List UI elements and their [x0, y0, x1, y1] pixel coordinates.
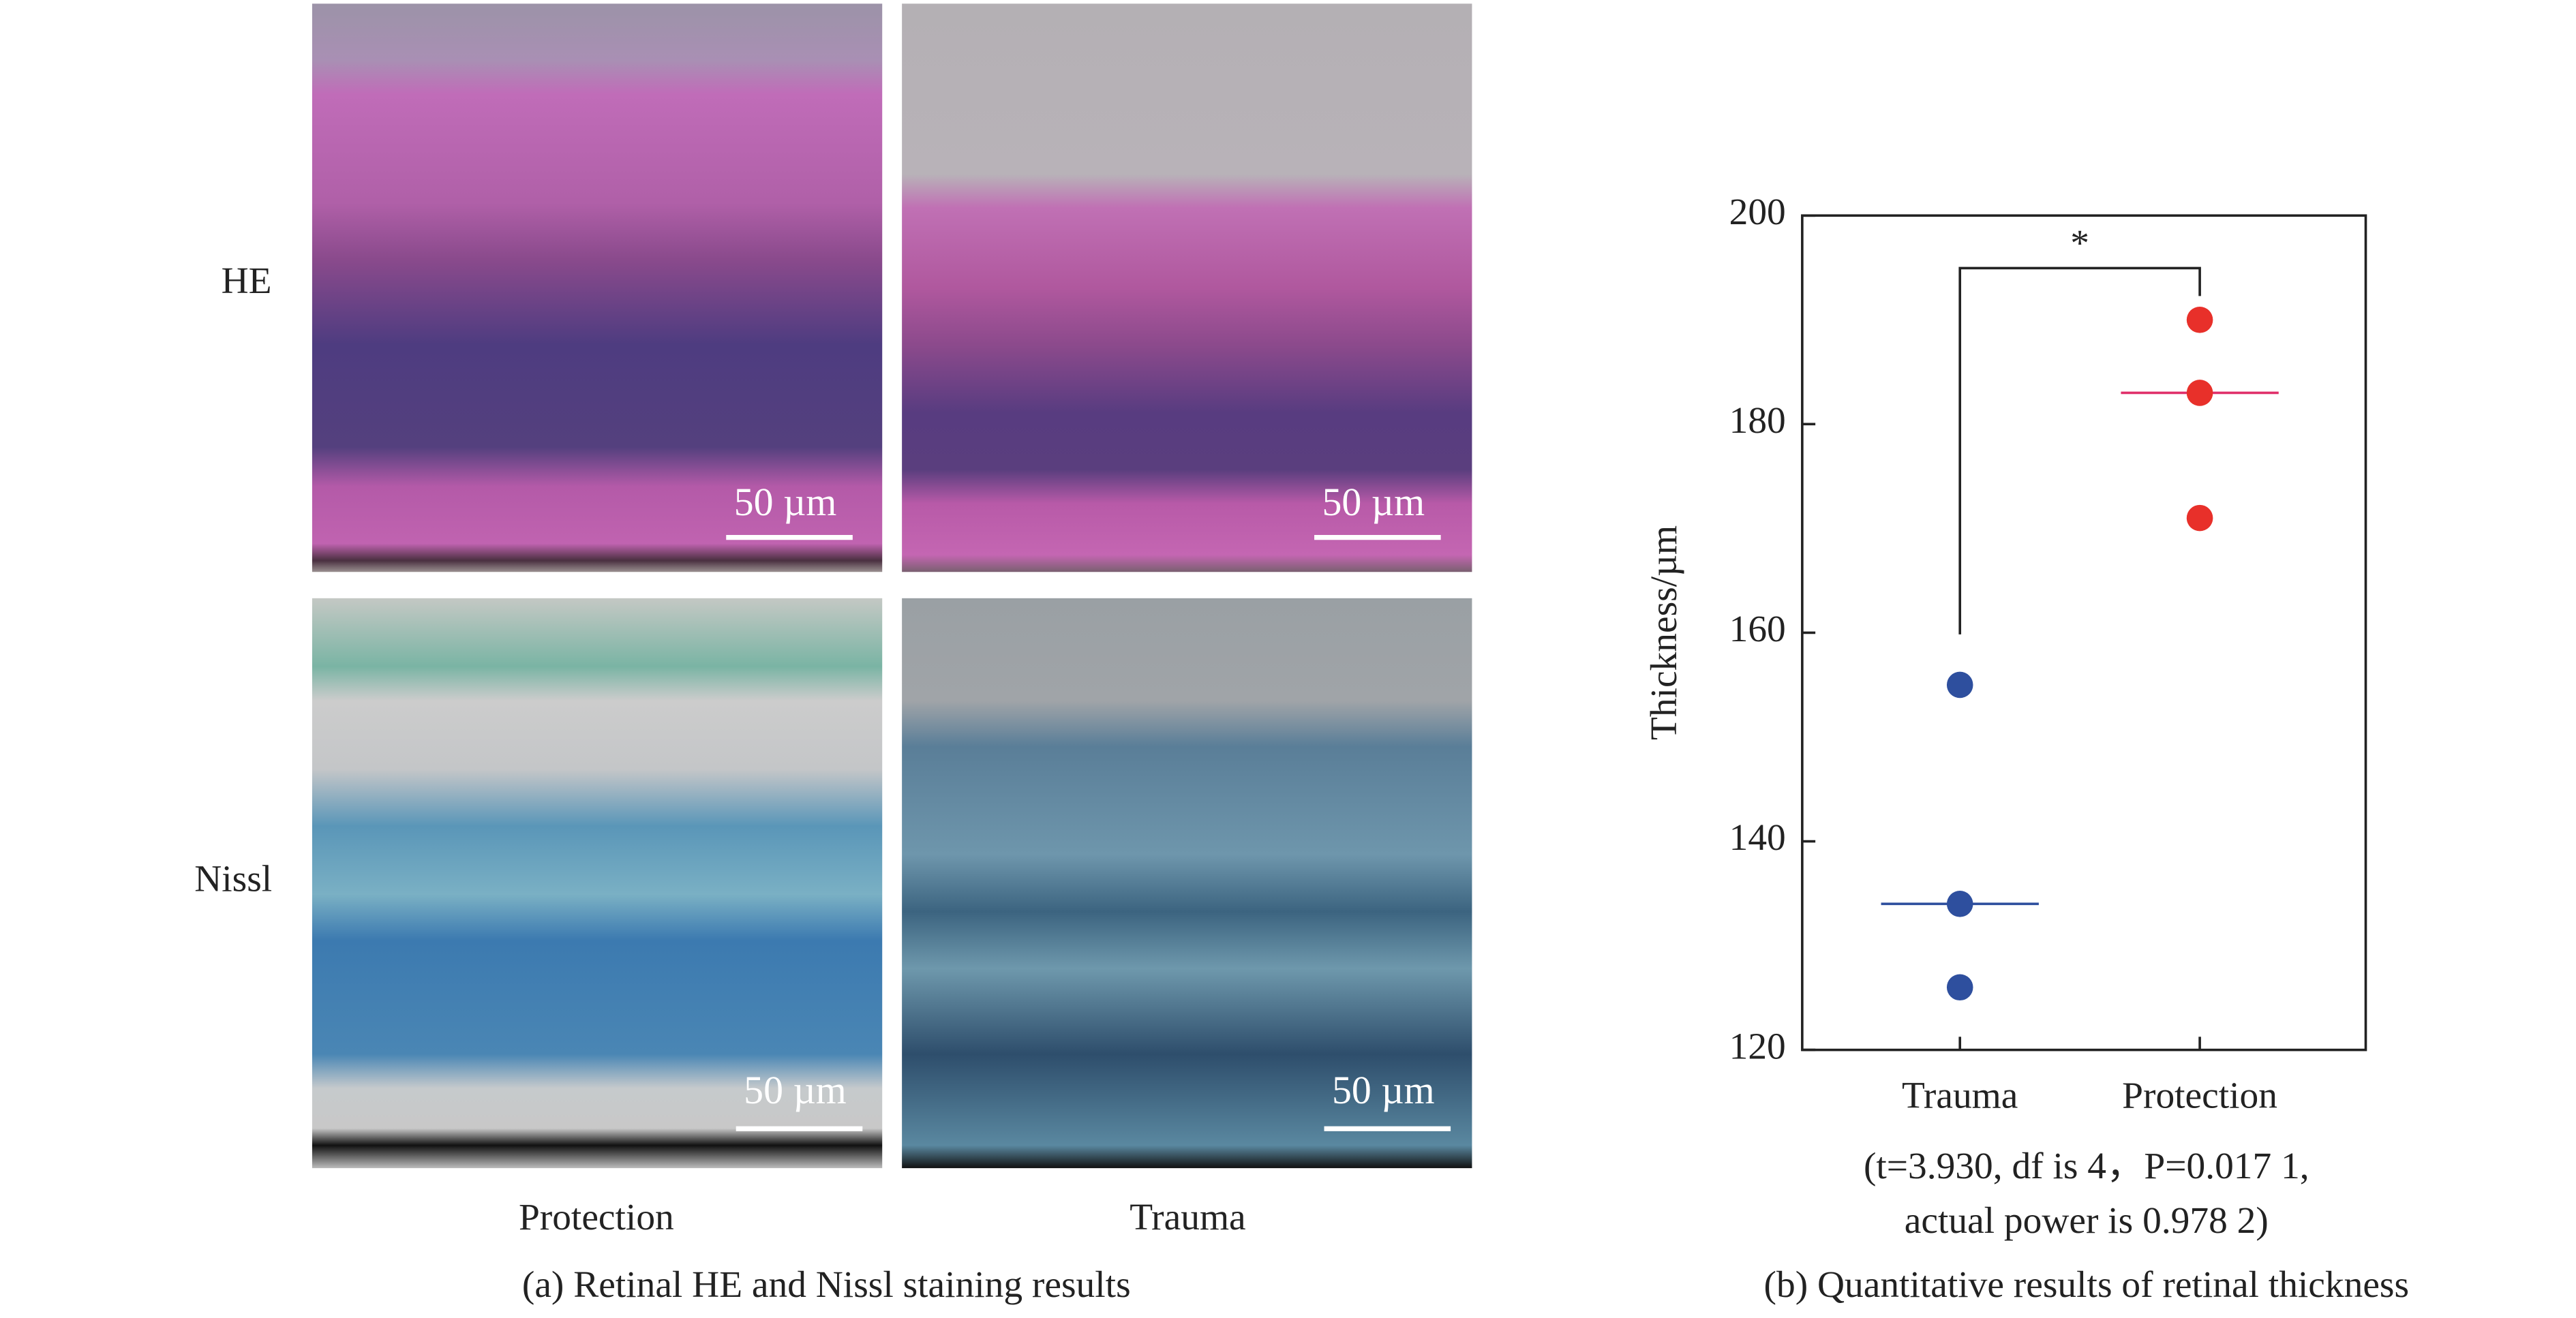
y-tick-label: 200 — [1729, 191, 1786, 232]
y-tick-label: 160 — [1729, 608, 1786, 649]
x-tick-label: Trauma — [1902, 1075, 2018, 1116]
point — [1946, 974, 1973, 1001]
he-protection-image — [312, 3, 883, 572]
nissl-trauma-image — [902, 598, 1472, 1169]
scale-label: 50 µm — [1322, 480, 1425, 524]
scale-label: 50 µm — [744, 1068, 847, 1112]
scale-label: 50 µm — [1332, 1068, 1435, 1112]
point — [2186, 380, 2213, 406]
point — [1946, 671, 1973, 699]
column-label: Protection — [519, 1196, 674, 1238]
point — [2186, 307, 2213, 333]
scale-label: 50 µm — [734, 480, 837, 524]
caption: (a) Retinal HE and Nissl staining result… — [522, 1263, 1131, 1305]
plot-frame — [1801, 214, 2367, 1052]
point — [1946, 891, 1973, 917]
row-label: HE — [222, 260, 272, 301]
y-axis-label: Thickness/µm — [1643, 525, 1684, 740]
note: (t=3.930, df is 4，P=0.017 1, — [1864, 1145, 2309, 1186]
y-tick-label: 140 — [1729, 816, 1786, 858]
y-tick-label: 120 — [1729, 1025, 1786, 1067]
he-trauma-image — [902, 3, 1472, 572]
significance-bracket — [1958, 266, 2201, 634]
micrographs: 50 µm 50 µm 50 µm 50 µm — [312, 3, 1472, 1169]
y-tick-label: 180 — [1729, 399, 1786, 441]
note: actual power is 0.978 2) — [1905, 1199, 2269, 1241]
annotation: * — [2070, 222, 2089, 264]
nissl-protection-image — [312, 598, 883, 1169]
x-tick-label: Protection — [2122, 1075, 2277, 1116]
point — [2186, 504, 2213, 532]
column-label: Trauma — [1130, 1196, 1245, 1238]
row-label: Nissl — [194, 857, 272, 899]
caption: (b) Quantitative results of retinal thic… — [1764, 1263, 2410, 1305]
